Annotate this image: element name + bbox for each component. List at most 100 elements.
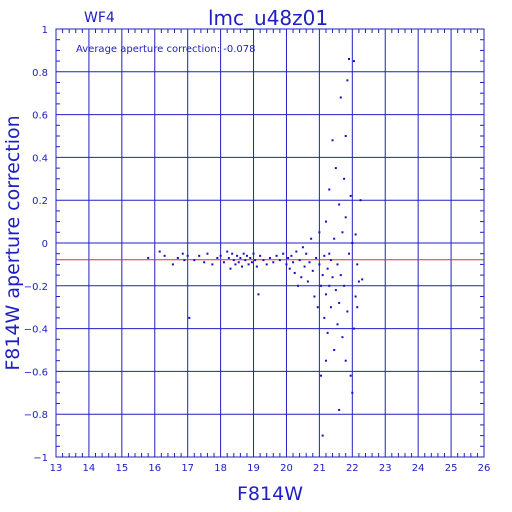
x-tick-label: 25: [445, 463, 458, 474]
data-point: [181, 252, 184, 255]
data-point: [343, 284, 346, 287]
y-tick-label: 0: [42, 239, 48, 250]
data-point: [236, 254, 239, 257]
data-point: [318, 263, 321, 266]
data-point: [176, 256, 179, 259]
data-point: [287, 256, 290, 259]
data-point: [341, 336, 344, 339]
data-point: [188, 316, 191, 319]
data-point: [352, 60, 355, 63]
x-tick-label: 21: [313, 463, 326, 474]
data-point: [346, 310, 349, 313]
data-point: [301, 246, 304, 249]
data-point: [158, 250, 161, 253]
data-point: [323, 316, 326, 319]
x-tick-label: 26: [478, 463, 491, 474]
data-point: [226, 250, 229, 253]
y-tick-label: 0.8: [32, 68, 48, 79]
data-point: [295, 250, 298, 253]
data-point: [328, 188, 331, 191]
data-point: [361, 278, 364, 281]
data-point: [278, 259, 281, 262]
data-point: [315, 256, 318, 259]
y-axis-label: F814W aperture correction: [2, 115, 24, 370]
data-point: [265, 263, 268, 266]
average-annotation: Average aperture correction: -0.078: [76, 44, 256, 55]
data-point: [323, 254, 326, 257]
y-tick-label: 0.4: [32, 153, 48, 164]
data-point: [320, 284, 323, 287]
data-point: [211, 263, 214, 266]
data-point: [344, 135, 347, 137]
data-point: [293, 271, 296, 274]
x-tick-label: 24: [412, 463, 425, 474]
x-axis-label: F814W: [237, 483, 303, 505]
data-point: [285, 263, 288, 266]
data-point: [318, 231, 321, 234]
data-point: [328, 252, 331, 255]
data-point: [333, 349, 336, 351]
data-point: [320, 374, 323, 377]
data-point: [334, 167, 337, 170]
data-point: [339, 274, 342, 277]
data-point: [313, 295, 316, 298]
data-point: [269, 256, 271, 259]
data-point: [343, 177, 346, 180]
data-point: [356, 306, 359, 309]
data-point: [316, 306, 319, 309]
y-tick-label: 0.6: [32, 111, 48, 122]
data-point: [163, 254, 166, 257]
data-point: [331, 139, 334, 142]
data-point: [321, 434, 324, 437]
data-point: [349, 374, 352, 377]
data-point: [300, 276, 303, 279]
data-point: [344, 216, 347, 219]
data-point: [216, 256, 219, 259]
data-point: [352, 327, 355, 330]
data-point: [354, 233, 357, 236]
data-point: [186, 254, 189, 257]
y-tick-label: −0.6: [24, 367, 48, 378]
data-point: [351, 391, 354, 394]
data-point: [219, 254, 222, 257]
data-point: [288, 267, 291, 270]
x-tick-label: 23: [379, 463, 392, 474]
x-tick-label: 20: [280, 463, 293, 474]
data-point: [234, 263, 237, 266]
data-point: [252, 252, 255, 255]
data-point: [326, 267, 329, 270]
data-point: [296, 284, 299, 287]
data-point: [329, 306, 332, 309]
plot-frame: [55, 28, 485, 458]
y-tick-label: −1: [33, 453, 48, 464]
data-point: [324, 220, 327, 223]
x-tick-label: 18: [214, 463, 227, 474]
data-point: [257, 293, 260, 296]
data-point: [247, 263, 250, 266]
data-point: [227, 256, 230, 259]
data-point: [341, 231, 344, 234]
y-tick-label: −0.2: [24, 282, 48, 293]
data-point: [303, 265, 306, 268]
data-point: [346, 79, 349, 82]
y-tick-label: −0.4: [24, 325, 48, 336]
data-point: [272, 261, 275, 264]
data-point: [348, 252, 351, 255]
data-point: [351, 242, 354, 244]
data-point: [308, 261, 311, 264]
data-point: [183, 259, 186, 262]
data-point: [331, 276, 334, 279]
data-point: [336, 323, 339, 326]
data-point: [193, 259, 196, 262]
data-point: [241, 265, 244, 268]
data-point: [328, 284, 331, 287]
data-point: [250, 261, 253, 264]
data-point: [282, 252, 285, 255]
data-point: [254, 259, 257, 262]
data-point: [334, 289, 337, 292]
data-point: [198, 254, 201, 257]
x-tick-label: 22: [346, 463, 359, 474]
x-tick-label: 13: [50, 463, 63, 474]
data-point: [354, 295, 357, 298]
y-tick-label: 0.2: [32, 196, 48, 207]
